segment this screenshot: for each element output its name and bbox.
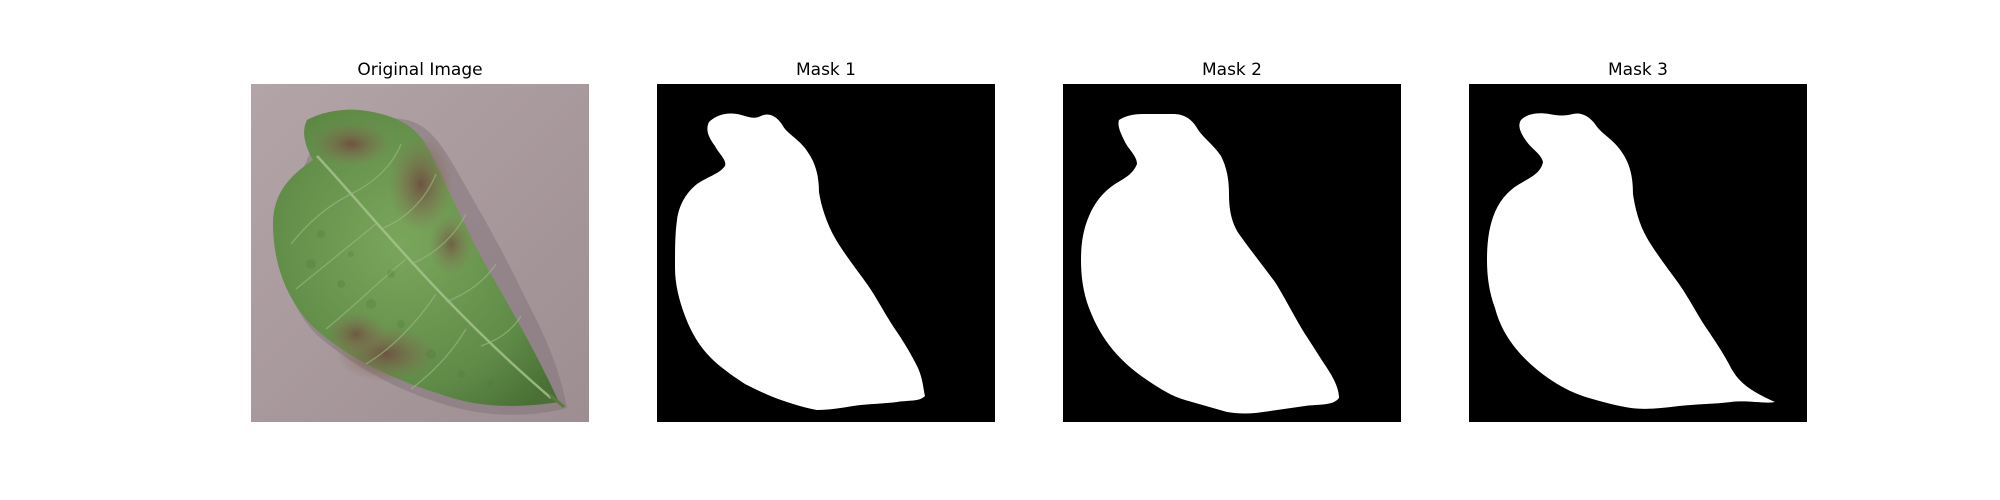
panel-title: Mask 1 [795,60,856,80]
panel-title: Original Image [357,60,483,80]
segmentation-mask [1469,84,1807,422]
segmentation-mask [1063,84,1401,422]
segmentation-mask [657,84,995,422]
leaf-photo [251,84,589,422]
panel-original-image: Original Image [251,58,589,422]
panel-title: Mask 2 [1201,60,1262,80]
panel-title: Mask 3 [1607,60,1668,80]
panel-mask-1: Mask 1 [657,58,995,422]
panel-mask-2: Mask 2 [1063,58,1401,422]
panel-mask-3: Mask 3 [1469,58,1807,422]
